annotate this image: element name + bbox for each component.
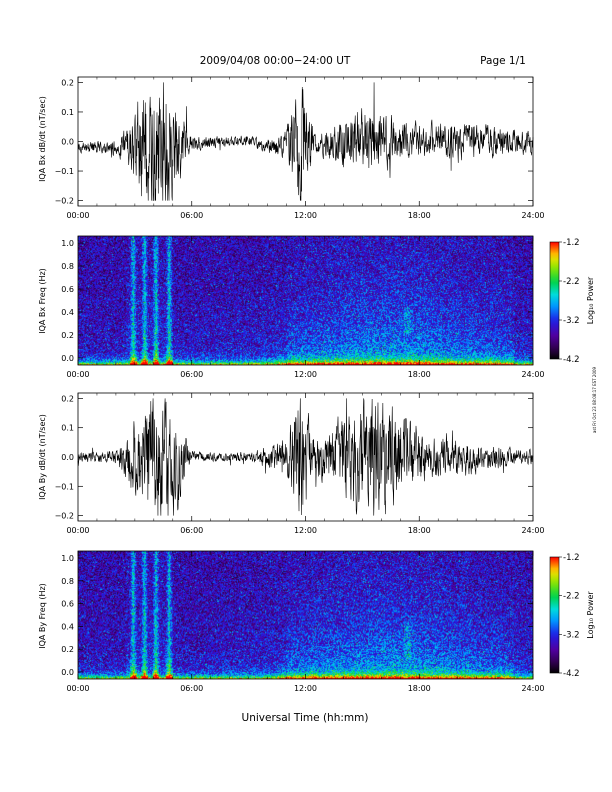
date-title: 2009/04/08 00:00−24:00 UT — [200, 55, 351, 67]
bx-spectrogram-image — [78, 236, 533, 365]
panel-bx-dbdt: 00:00 06:00 12:00 18:00 24:00 0.2 0.1 0.0 −0.1 −0… — [38, 76, 545, 220]
x-tick-label: 12:00 — [294, 370, 317, 379]
x-tick-label: 06:00 — [180, 526, 203, 535]
y-tick-label: −0.2 — [55, 512, 74, 521]
panel-bx-spectrogram: 00:00 06:00 12:00 18:00 24:00 1.0 0.8 0.6 0.4 0.2… — [38, 235, 545, 379]
colorbar-tick-label: -3.2 — [563, 630, 580, 640]
y-tick-label: 0.0 — [61, 138, 74, 147]
x-axis-title: Universal Time (hh:mm) — [242, 712, 369, 724]
y-tick-label: 0.2 — [61, 331, 74, 340]
page-label: Page 1/1 — [480, 55, 526, 67]
x-tick-label: 00:00 — [66, 211, 89, 220]
x-tick-label: 24:00 — [521, 526, 544, 535]
colorbar-tick-label: -1.2 — [563, 553, 580, 563]
y-tick-label: 0.1 — [61, 108, 74, 117]
y-tick-label: −0.1 — [55, 167, 74, 176]
y-tick-label: 1.0 — [61, 554, 74, 563]
y-tick-label: 0.4 — [61, 622, 74, 631]
x-tick-label: 00:00 — [66, 370, 89, 379]
bx-dbdt-trace — [77, 82, 534, 201]
y-tick-label: 0.0 — [61, 668, 74, 677]
x-tick-label: 24:00 — [521, 211, 544, 220]
y-tick-label: 0.0 — [61, 354, 74, 363]
x-tick-label: 06:00 — [180, 684, 203, 693]
by-dbdt-trace — [77, 398, 534, 516]
by-spectrogram-image — [78, 551, 533, 679]
colorbar-bottom: -1.2 -2.2 -3.2 -4.2 Log₁₀ Power — [549, 553, 595, 679]
bx-freq-ylabel: IQA Bx Freq (Hz) — [38, 268, 47, 334]
colorbar-tick-label: -4.2 — [563, 669, 580, 679]
colorbar-tick-label: -4.2 — [563, 355, 580, 365]
side-stamp: ast Fri Oct 23 08:08:17 EST 2009 — [592, 366, 597, 433]
panel-by-dbdt: 00:00 06:00 12:00 18:00 24:00 0.2 0.1 0.0 −0.1 −0… — [38, 392, 545, 535]
x-tick-label: 12:00 — [294, 684, 317, 693]
bx-dbdt-ylabel: IQA Bx dB/dt (nT/sec) — [38, 96, 47, 182]
x-tick-label: 24:00 — [521, 684, 544, 693]
panel-by-spectrogram: 00:00 06:00 12:00 18:00 24:00 1.0 0.8 0.6 0.4 0.2… — [38, 550, 545, 693]
x-tick-label: 12:00 — [294, 526, 317, 535]
x-tick-label: 06:00 — [180, 211, 203, 220]
by-dbdt-ylabel: IQA By dB/dt (nT/sec) — [38, 414, 47, 500]
x-tick-label: 00:00 — [66, 684, 89, 693]
colorbar-gradient — [549, 241, 560, 360]
y-tick-label: 0.6 — [61, 285, 74, 294]
series-line — [77, 398, 534, 516]
x-tick-label: 24:00 — [521, 370, 544, 379]
x-tick-label: 18:00 — [408, 370, 431, 379]
by-freq-ylabel: IQA By Freq (Hz) — [38, 583, 47, 649]
y-tick-label: 0.6 — [61, 600, 74, 609]
x-tick-label: 18:00 — [408, 211, 431, 220]
y-tick-label: 0.4 — [61, 308, 74, 317]
x-tick-label: 18:00 — [408, 526, 431, 535]
x-tick-label: 00:00 — [66, 526, 89, 535]
colorbar-tick-label: -1.2 — [563, 238, 580, 248]
y-tick-label: −0.1 — [55, 482, 74, 491]
y-tick-label: 0.2 — [61, 78, 74, 87]
x-tick-label: 12:00 — [294, 211, 317, 220]
colorbar-top: -1.2 -2.2 -3.2 -4.2 Log₁₀ Power — [549, 238, 595, 365]
y-tick-label: 0.1 — [61, 424, 74, 433]
y-tick-label: −0.2 — [55, 197, 74, 206]
y-tick-label: 0.8 — [61, 262, 74, 271]
y-tick-label: 1.0 — [61, 239, 74, 248]
series-line — [77, 82, 534, 201]
colorbar-gradient — [549, 556, 560, 674]
x-tick-label: 06:00 — [180, 370, 203, 379]
colorbar-label: Log₁₀ Power — [586, 591, 595, 639]
y-tick-label: 0.8 — [61, 577, 74, 586]
y-tick-label: 0.0 — [61, 453, 74, 462]
colorbar-tick-label: -2.2 — [563, 277, 580, 287]
colorbar-tick-label: -3.2 — [563, 316, 580, 326]
colorbar-label: Log₁₀ Power — [586, 276, 595, 324]
colorbar-tick-label: -2.2 — [563, 592, 580, 602]
y-tick-label: 0.2 — [61, 645, 74, 654]
x-tick-label: 18:00 — [408, 684, 431, 693]
y-tick-label: 0.2 — [61, 394, 74, 403]
